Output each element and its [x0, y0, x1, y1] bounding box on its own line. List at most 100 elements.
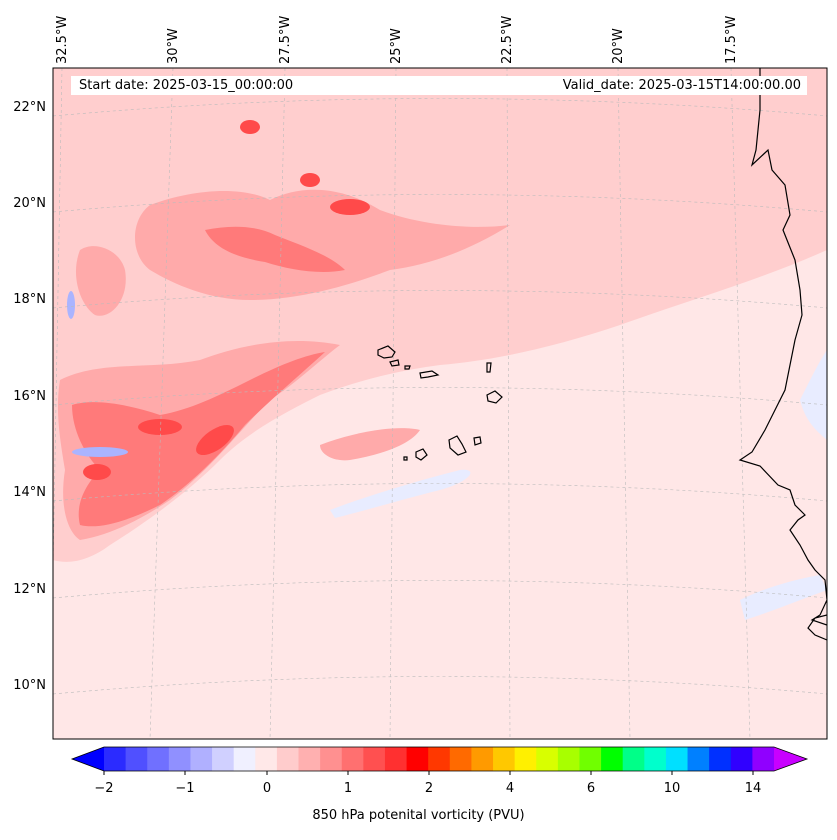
latitude-label: 14°N: [13, 485, 46, 500]
island-sal: [486, 362, 492, 373]
longitude-label: 25°W: [389, 28, 404, 64]
island-boa-vista: [486, 390, 503, 404]
latitude-label: 20°N: [13, 196, 46, 211]
graticule: [53, 68, 827, 739]
graticule-parallel: [53, 676, 827, 695]
pv-near-zero-region: [800, 350, 827, 440]
longitude-label: 32.5°W: [55, 16, 70, 64]
pv-near-zero-region: [740, 575, 827, 620]
latitude-label: 18°N: [13, 292, 46, 307]
colorbar-swatch: [255, 747, 278, 771]
longitude-label: 20°W: [611, 28, 626, 64]
latitude-label: 16°N: [13, 389, 46, 404]
colorbar-tick-label: 4: [505, 781, 515, 796]
colorbar-swatch: [687, 747, 710, 771]
pv-region-strong: [72, 352, 325, 527]
colorbar-swatch: [514, 747, 537, 771]
colorbar-tick-label: −2: [94, 781, 114, 796]
island-brava: [403, 456, 408, 461]
colorbar-tick-label: 14: [744, 781, 762, 796]
longitude-label: 30°W: [166, 28, 181, 64]
graticule-meridian: [269, 68, 286, 739]
info-bar: [71, 76, 807, 95]
colorbar-tick-label: −1: [175, 781, 195, 796]
colorbar-label: 850 hPa potenital vorticity (PVU): [312, 808, 525, 823]
graticule-parallel: [53, 98, 827, 117]
colorbar-swatch: [276, 747, 300, 771]
longitude-labels: 32.5°W 30°W 27.5°W 25°W 22.5°W 20°W 17.5°W: [55, 16, 739, 64]
longitude-label: 22.5°W: [500, 16, 515, 64]
colorbar-swatch: [665, 747, 689, 771]
colorbar-swatch: [363, 747, 386, 771]
pv-region-mid: [320, 428, 420, 461]
colorbar-swatch: [104, 747, 127, 771]
graticule-meridian: [617, 68, 631, 739]
colorbar: [70, 746, 809, 775]
island-santa-luzia: [404, 365, 411, 370]
colorbar-swatch: [147, 747, 170, 771]
colorbar-swatch: [644, 747, 667, 771]
pv-core: [300, 173, 320, 187]
colorbar-tick-label: 10: [663, 781, 681, 796]
graticule-meridian: [506, 68, 511, 739]
graticule-parallel: [53, 580, 827, 599]
colorbar-swatch: [298, 747, 321, 771]
colorbar-swatch: [233, 747, 256, 771]
colorbar-swatch: [579, 747, 602, 771]
pv-core: [138, 419, 182, 435]
graticule-meridian: [149, 68, 174, 739]
island-maio: [473, 436, 482, 446]
pv-core: [196, 424, 234, 456]
colorbar-swatch: [709, 747, 732, 771]
colorbar-swatch: [341, 747, 364, 771]
colorbar-tick-label: 0: [262, 781, 272, 796]
graticule-parallel: [53, 387, 827, 406]
colorbar-swatch: [493, 747, 516, 771]
colorbar-swatch: [449, 747, 472, 771]
map-frame: [52, 67, 828, 740]
pv-core: [240, 120, 260, 134]
valid-date-label: Valid_date: 2025-03-15T14:00:00.00: [562, 78, 801, 93]
colorbar-swatch: [168, 747, 191, 771]
colorbar-swatch: [471, 747, 494, 771]
colorbar-swatch: [125, 747, 148, 771]
colorbar-tick-label: 6: [586, 781, 596, 796]
island-fogo: [415, 448, 428, 461]
pv-region-mid: [75, 246, 126, 316]
island-santo-antao: [377, 345, 396, 359]
colorbar-swatch: [212, 747, 235, 771]
graticule-meridian: [730, 68, 751, 739]
colorbar-extend-min: [72, 747, 104, 771]
pv-region-light: [53, 68, 827, 562]
pv-negative-region: [67, 291, 75, 319]
colorbar-swatch: [622, 747, 645, 771]
island-santiago: [448, 435, 467, 456]
colorbar-tick-label: 2: [424, 781, 434, 796]
graticule-meridian: [389, 68, 397, 739]
latitude-labels: 22°N 20°N 18°N 16°N 14°N 12°N 10°N: [13, 100, 46, 693]
pv-core: [330, 199, 370, 215]
colorbar-swatch: [536, 747, 559, 771]
island-sao-vicente: [389, 359, 400, 367]
graticule-parallel: [53, 483, 827, 502]
island-sao-nicolau: [419, 370, 440, 379]
pv-near-zero-region: [330, 469, 471, 518]
colorbar-extend-max: [774, 747, 807, 771]
colorbar-swatch: [601, 747, 624, 771]
colorbar-swatch: [428, 747, 451, 771]
pv-region-mid: [135, 189, 510, 300]
colorbar-swatch: [557, 747, 580, 771]
colorbar-swatch: [320, 747, 343, 771]
coastline-africa: [738, 68, 827, 641]
longitude-label: 17.5°W: [724, 16, 739, 64]
latitude-label: 12°N: [13, 582, 46, 597]
colorbar-swatch: [384, 747, 408, 771]
colorbar-swatch: [752, 747, 775, 771]
pv-field: [53, 68, 827, 739]
colorbar-tick-label: 1: [343, 781, 353, 796]
start-date-label: Start date: 2025-03-15_00:00:00: [79, 78, 294, 93]
graticule-parallel: [53, 194, 827, 213]
pv-core: [83, 464, 111, 480]
